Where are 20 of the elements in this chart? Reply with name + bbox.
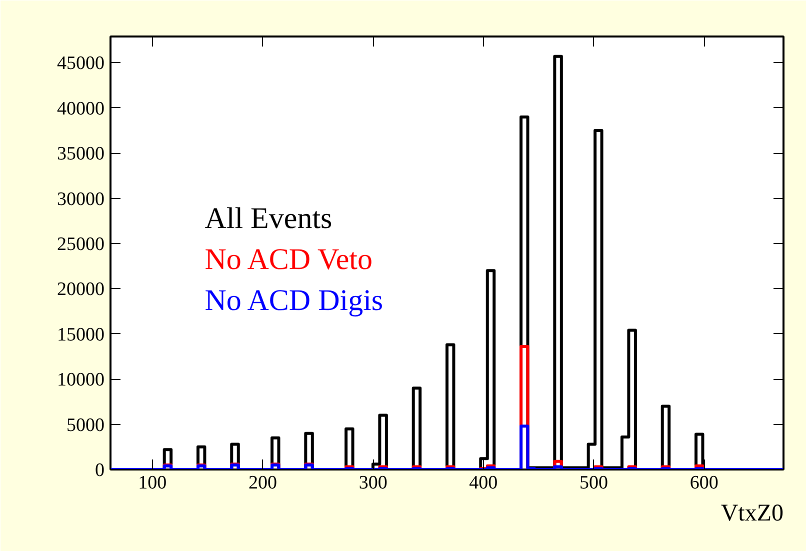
y-tick-label: 30000 — [57, 188, 104, 210]
x-axis-title: VtxZ0 — [720, 500, 784, 526]
y-tick-label: 0 — [95, 460, 104, 481]
text: No ACD Digis — [204, 284, 384, 318]
y-tick-label: 5000 — [66, 414, 104, 436]
text: No ACD Veto — [204, 242, 373, 276]
x-tick-label: 400 — [469, 472, 498, 494]
y-tick-label: 45000 — [57, 53, 104, 74]
y-tick-label: 40000 — [57, 98, 104, 120]
y-tick-label: 15000 — [57, 324, 104, 346]
y-tick-label: 20000 — [57, 279, 104, 300]
x-tick-label: 500 — [579, 472, 608, 494]
x-tick-label: 200 — [248, 472, 277, 494]
y-tick-label: 25000 — [57, 234, 104, 256]
text: All Events — [204, 202, 332, 235]
x-tick-label: 600 — [690, 472, 718, 494]
y-tick-label: 10000 — [57, 370, 104, 391]
y-tick-label: 35000 — [57, 144, 104, 165]
x-tick-label: 100 — [138, 472, 167, 494]
x-tick-label: 300 — [358, 472, 388, 494]
